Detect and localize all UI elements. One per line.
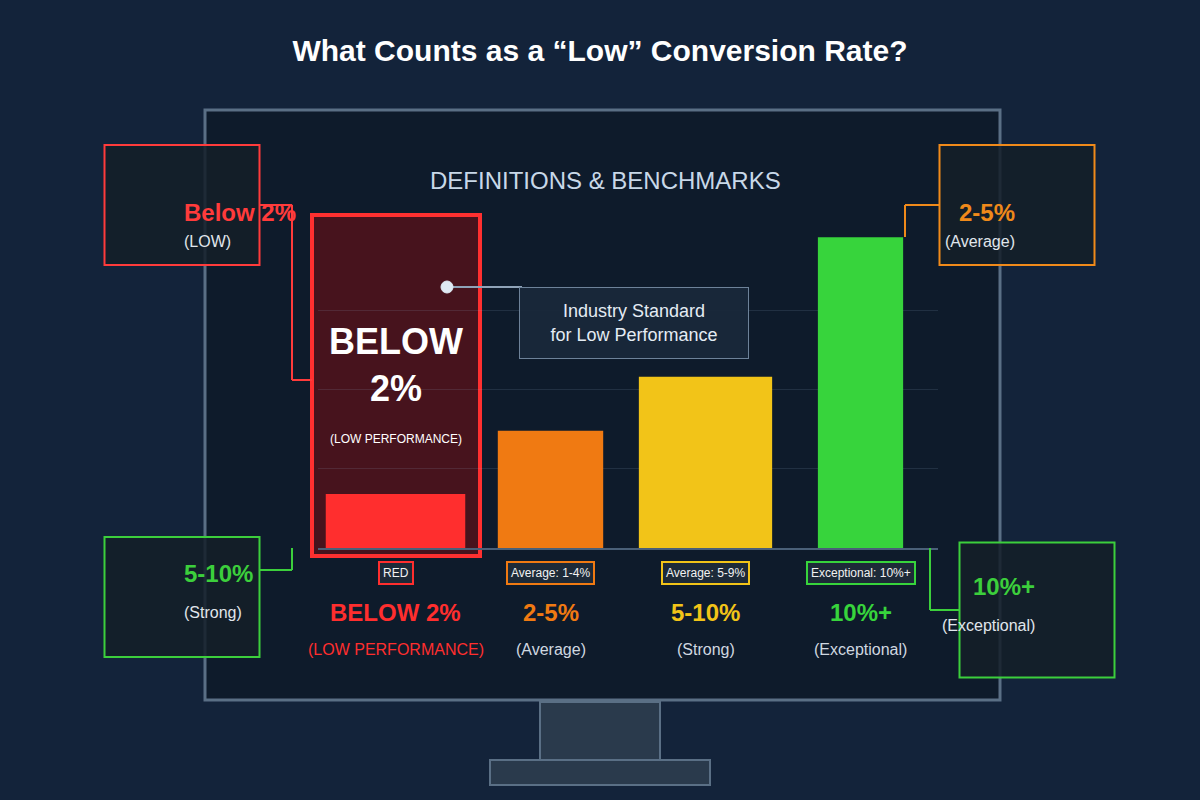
svg-text:(Average): (Average) <box>945 233 1015 250</box>
svg-text:(LOW PERFORMANCE): (LOW PERFORMANCE) <box>308 641 484 658</box>
svg-text:Average: 5-9%: Average: 5-9% <box>666 566 745 580</box>
svg-text:5-10%: 5-10% <box>184 560 253 587</box>
svg-text:BELOW2%: BELOW2% <box>329 321 463 409</box>
svg-text:5-10%: 5-10% <box>671 599 740 626</box>
svg-text:(Average): (Average) <box>516 641 586 658</box>
svg-text:Average: 1-4%: Average: 1-4% <box>511 566 590 580</box>
svg-text:(LOW PERFORMANCE): (LOW PERFORMANCE) <box>330 432 462 446</box>
svg-text:RED: RED <box>383 566 409 580</box>
svg-text:Industry Standardfor Low Perfo: Industry Standardfor Low Performance <box>550 301 717 344</box>
svg-text:(Strong): (Strong) <box>184 604 242 621</box>
svg-text:(Exceptional): (Exceptional) <box>942 617 1035 634</box>
svg-text:10%+: 10%+ <box>830 599 892 626</box>
svg-text:(Exceptional): (Exceptional) <box>814 641 907 658</box>
svg-text:10%+: 10%+ <box>973 573 1035 600</box>
svg-text:BELOW 2%: BELOW 2% <box>330 599 461 626</box>
svg-text:(LOW): (LOW) <box>184 233 231 250</box>
svg-text:Exceptional: 10%+: Exceptional: 10%+ <box>811 566 911 580</box>
svg-text:2-5%: 2-5% <box>959 199 1015 226</box>
svg-text:Below 2%: Below 2% <box>184 199 296 226</box>
svg-text:What Counts as a “Low” Convers: What Counts as a “Low” Conversion Rate? <box>292 34 907 67</box>
svg-text:DEFINITIONS & BENCHMARKS: DEFINITIONS & BENCHMARKS <box>430 167 781 194</box>
svg-text:2-5%: 2-5% <box>523 599 579 626</box>
svg-text:(Strong): (Strong) <box>677 641 735 658</box>
